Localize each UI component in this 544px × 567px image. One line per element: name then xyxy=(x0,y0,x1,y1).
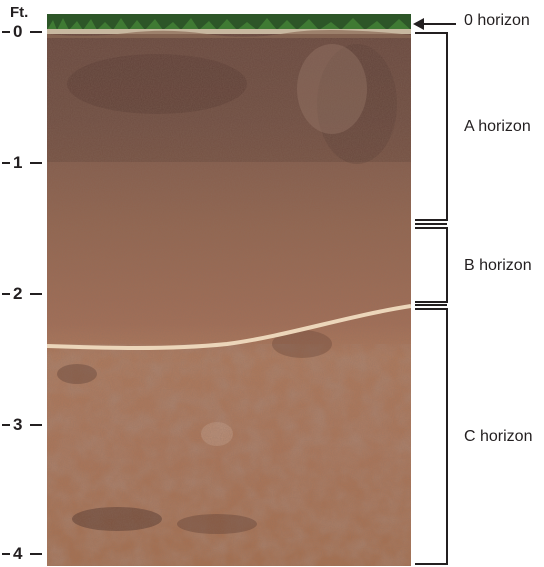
c-horizon-label: C horizon xyxy=(464,428,532,446)
b-horizon-label: B horizon xyxy=(464,257,532,275)
o-horizon-arrowhead xyxy=(413,18,424,30)
a-horizon-bracket xyxy=(415,33,447,220)
o-horizon-label: 0 horizon xyxy=(464,12,530,30)
c-horizon-bracket xyxy=(415,309,447,564)
a-horizon-label: A horizon xyxy=(464,118,531,136)
b-horizon-bracket xyxy=(415,228,447,302)
